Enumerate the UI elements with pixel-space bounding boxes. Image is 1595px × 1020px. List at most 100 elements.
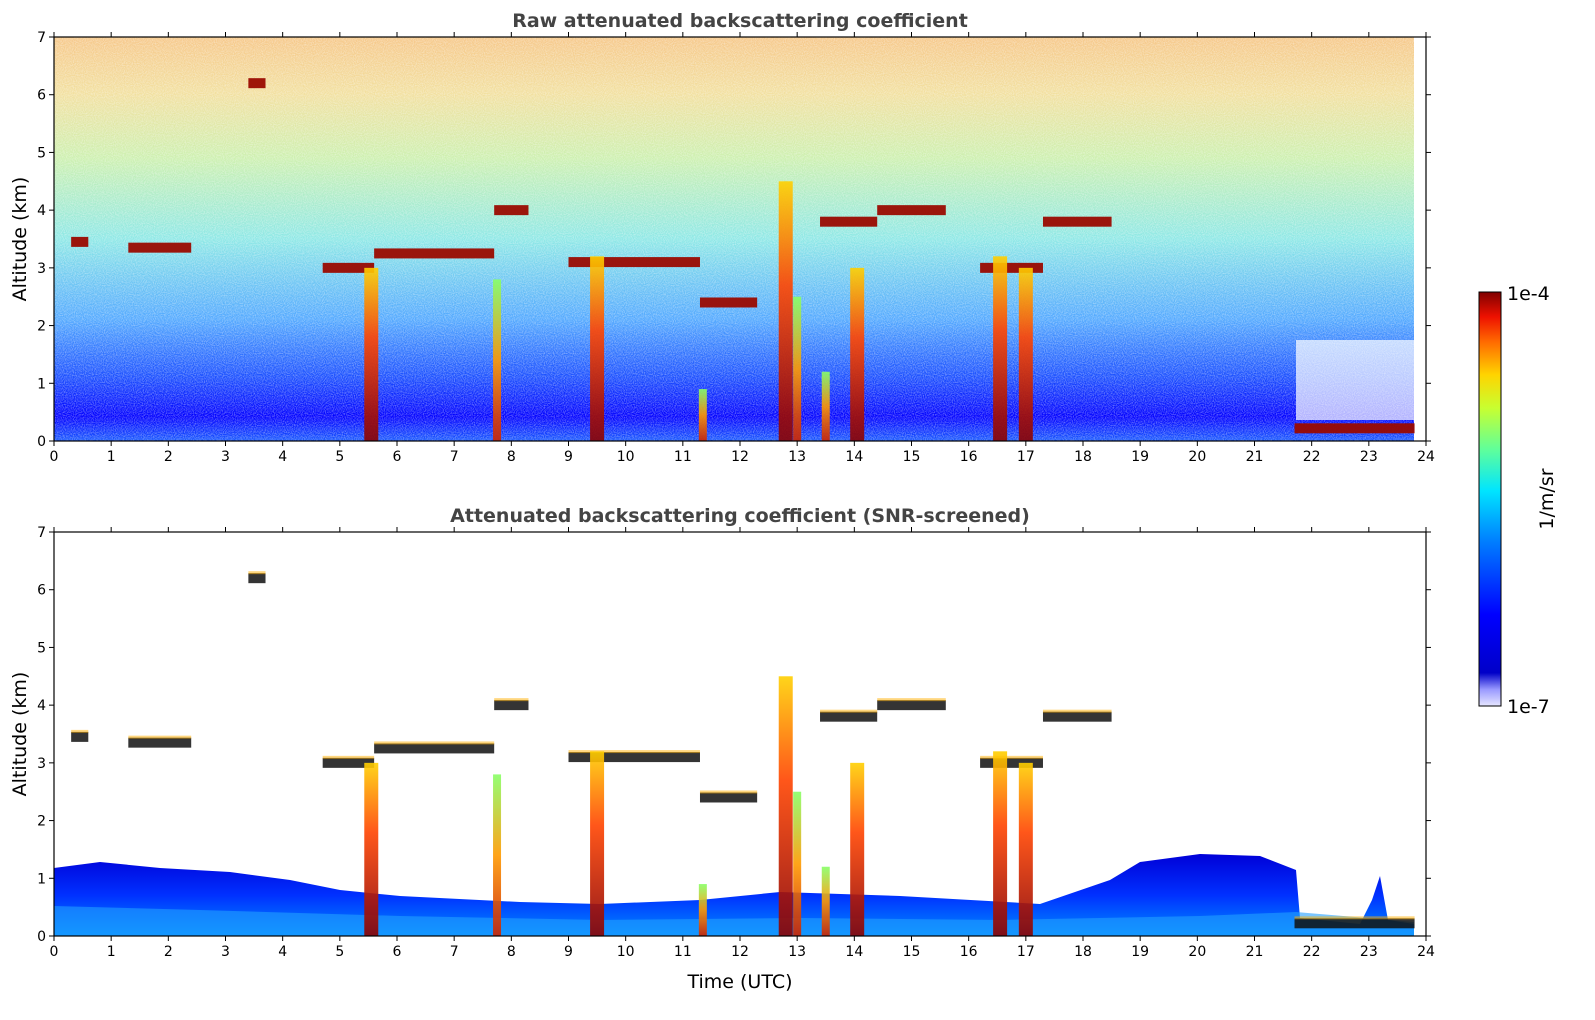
x-tick-label: 9: [564, 449, 573, 465]
y-tick-label: 0: [37, 434, 46, 450]
x-tick-label: 2: [164, 944, 173, 960]
raw-no-data-strip: [1414, 37, 1426, 441]
y-tick-label: 7: [37, 525, 46, 541]
y-tick-label: 4: [37, 698, 46, 714]
x-tick-label: 17: [1017, 449, 1035, 465]
y-tick-label: 0: [37, 929, 46, 945]
precip-shaft: [850, 267, 865, 441]
cloud-layer: [494, 700, 529, 711]
y-tick-label: 6: [37, 88, 46, 104]
cloud-layer: [71, 731, 89, 742]
y-tick-label: 5: [37, 145, 46, 161]
x-tick-label: 22: [1303, 944, 1321, 960]
colorbar-min-label: 1e-7: [1507, 696, 1550, 718]
precip-shaft: [493, 279, 502, 441]
cloud-layer: [877, 205, 946, 216]
x-tick-label: 23: [1360, 449, 1378, 465]
precip-shaft: [364, 267, 379, 441]
colorbar-gradient: [1478, 291, 1502, 707]
x-tick-label: 22: [1303, 449, 1321, 465]
precip-shaft: [793, 296, 802, 441]
precip-shaft: [1018, 267, 1033, 441]
cloud-layer: [494, 205, 529, 216]
precip-shaft: [793, 791, 802, 936]
x-tick-label: 20: [1188, 449, 1206, 465]
y-tick-label: 7: [37, 30, 46, 46]
raw-noise-texture: [54, 37, 1414, 441]
cloud-layer: [699, 297, 758, 308]
precip-shaft: [1018, 762, 1033, 936]
colorbar: 1e-4 1e-7 1/m/sr: [1478, 283, 1558, 718]
precip-shaft: [993, 256, 1008, 441]
panel-raw-ylabel: Altitude (km): [9, 177, 31, 302]
cloud-layer: [568, 752, 700, 763]
panel-raw-title: Raw attenuated backscattering coefficien…: [512, 10, 968, 32]
cloud-layer-edge: [494, 698, 529, 702]
y-tick-label: 2: [37, 319, 46, 335]
x-tick-label: 11: [674, 449, 692, 465]
x-tick-label: 15: [903, 449, 921, 465]
precip-shaft: [493, 774, 502, 936]
x-tick-label: 10: [617, 944, 635, 960]
cloud-layer: [322, 262, 375, 273]
precip-shaft: [821, 866, 830, 936]
cloud-layer: [820, 711, 878, 722]
cloud-layer: [820, 216, 878, 227]
cloud-layer-edge: [1294, 916, 1415, 920]
precip-shaft: [778, 181, 793, 441]
x-tick-label: 4: [278, 449, 287, 465]
x-tick-label: 19: [1131, 944, 1149, 960]
y-tick-label: 3: [37, 261, 46, 277]
colorbar-unit-label: 1/m/sr: [1536, 468, 1558, 529]
cloud-layer: [374, 248, 495, 259]
x-tick-label: 16: [960, 449, 978, 465]
cloud-layer-edge: [820, 709, 878, 713]
x-tick-label: 13: [788, 944, 806, 960]
x-tick-label: 17: [1017, 944, 1035, 960]
cloud-layer: [248, 78, 266, 89]
y-tick-label: 5: [37, 640, 46, 656]
x-tick-label: 8: [507, 449, 516, 465]
cloud-layer-edge: [128, 735, 192, 739]
cloud-layer-edge: [1042, 709, 1112, 713]
precip-shaft: [821, 371, 830, 441]
cloud-layer: [128, 242, 192, 253]
x-tick-label: 24: [1417, 944, 1435, 960]
cloud-layer-edge: [322, 755, 375, 759]
screened-surface-layer: [54, 906, 1414, 936]
cloud-layer: [1294, 918, 1415, 929]
cloud-layer: [877, 700, 946, 711]
precip-shaft: [590, 256, 605, 441]
panel-raw: Raw attenuated backscattering coefficien…: [9, 10, 1435, 465]
cloud-layer: [71, 236, 89, 247]
x-tick-label: 15: [903, 944, 921, 960]
panel-screened-ylabel: Altitude (km): [9, 672, 31, 797]
x-tick-label: 18: [1074, 944, 1092, 960]
screened-precip-shafts: [364, 676, 1033, 936]
cloud-layer-edge: [980, 755, 1043, 759]
x-tick-label: 2: [164, 449, 173, 465]
x-tick-label: 20: [1188, 944, 1206, 960]
cloud-layer: [699, 792, 758, 803]
y-tick-label: 4: [37, 203, 46, 219]
cloud-layer: [1294, 423, 1415, 434]
x-tick-label: 0: [50, 944, 59, 960]
x-tick-label: 7: [450, 944, 459, 960]
x-tick-label: 21: [1246, 944, 1264, 960]
cloud-layer: [1042, 216, 1112, 227]
x-tick-label: 4: [278, 944, 287, 960]
y-tick-label: 3: [37, 756, 46, 772]
cloud-layer-edge: [568, 750, 700, 754]
precip-shaft: [698, 884, 707, 936]
cloud-layer: [248, 573, 266, 584]
x-tick-label: 0: [50, 449, 59, 465]
panel-screened-xlabel: Time (UTC): [686, 971, 792, 993]
cloud-layer: [128, 737, 192, 748]
cloud-layer: [980, 262, 1043, 273]
x-tick-label: 12: [731, 944, 749, 960]
panel-raw-axes: 0 1 2 3 4 5 6 7 8 9 10 11 12 13 14 15 16 17 18 19 20 21 22 23 24…: [37, 30, 1435, 465]
panel-screened-title: Attenuated backscattering coefficient (S…: [450, 505, 1030, 527]
raw-precip-shafts: [364, 181, 1033, 441]
x-tick-label: 7: [450, 449, 459, 465]
